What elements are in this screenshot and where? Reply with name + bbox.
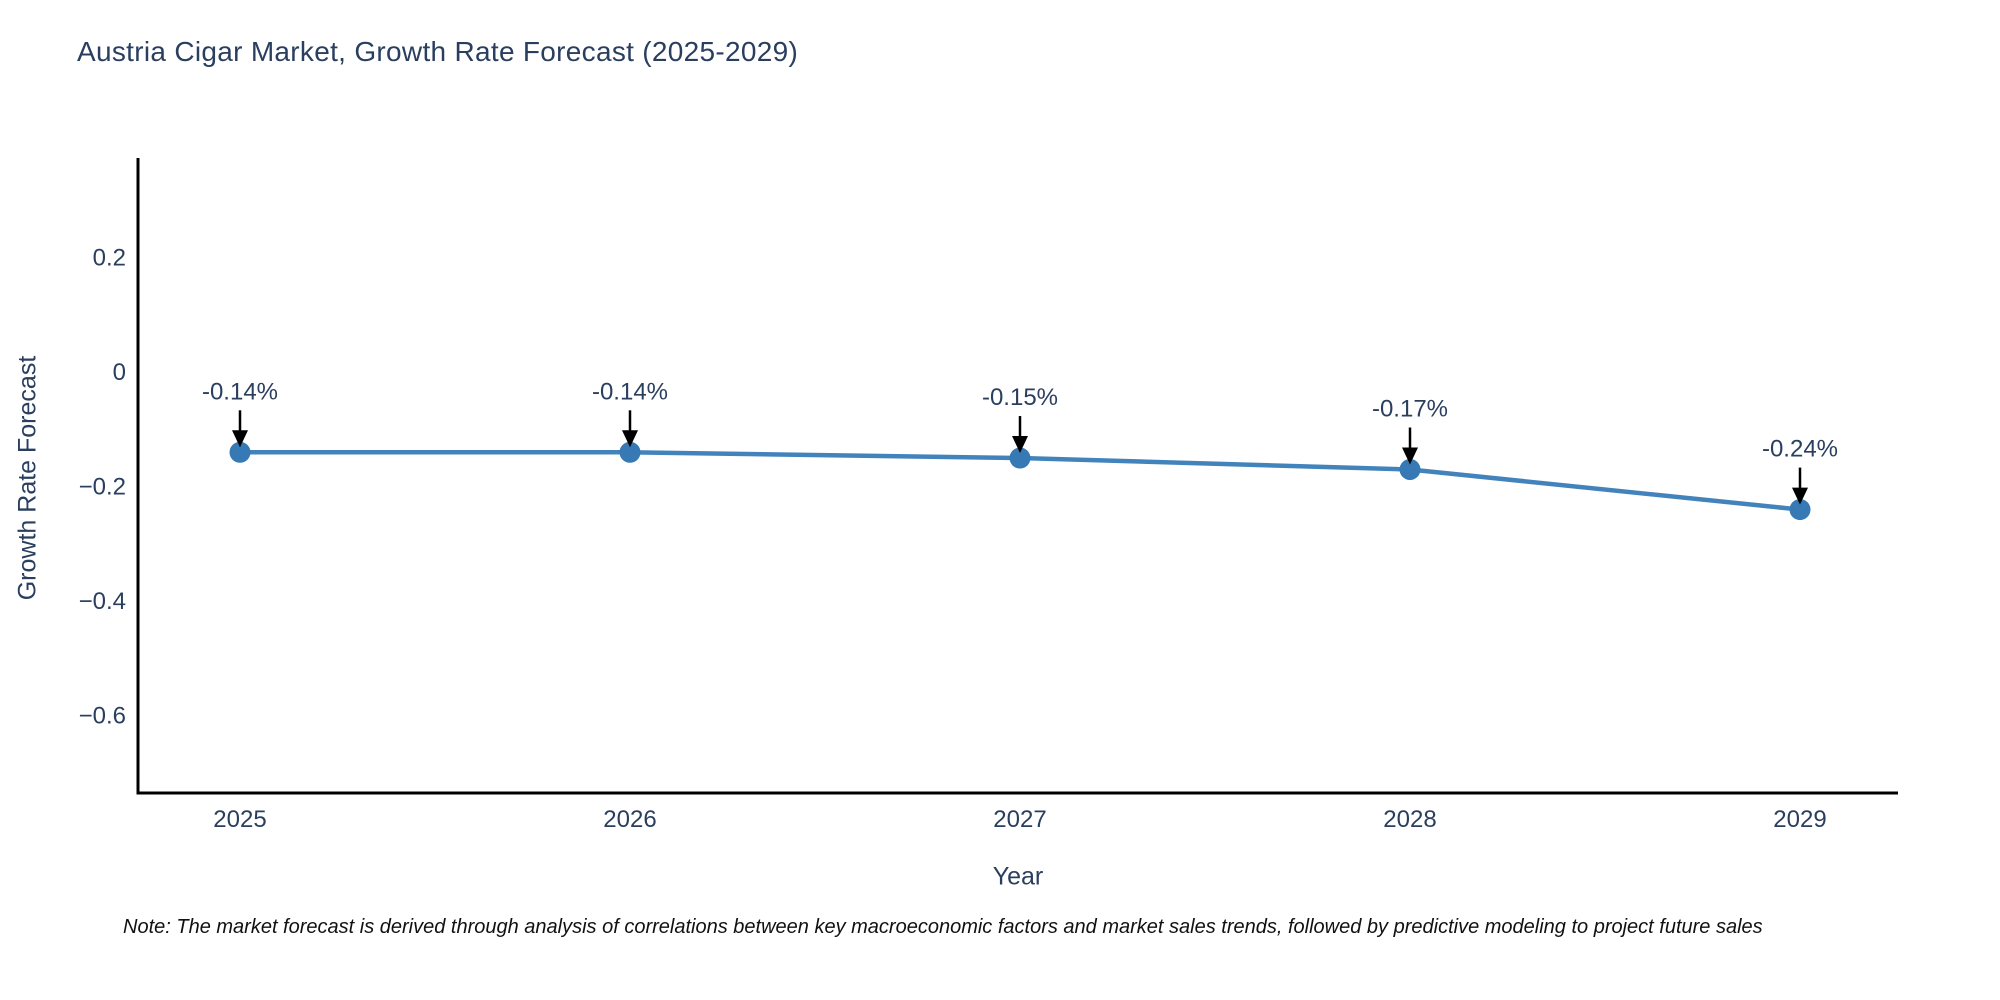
point-annotation: -0.14% bbox=[592, 378, 668, 405]
y-tick-label: −0.6 bbox=[79, 703, 126, 730]
data-point bbox=[229, 441, 251, 463]
y-tick-label: 0 bbox=[113, 359, 126, 386]
annotation-arrowhead bbox=[1012, 436, 1028, 454]
x-tick-label: 2029 bbox=[1773, 806, 1826, 833]
footnote: Note: The market forecast is derived thr… bbox=[123, 916, 1763, 938]
x-tick-label: 2025 bbox=[213, 806, 266, 833]
x-tick-label: 2028 bbox=[1383, 806, 1436, 833]
annotation-arrowhead bbox=[232, 430, 248, 448]
data-point bbox=[1399, 458, 1421, 480]
y-tick-label: −0.4 bbox=[79, 588, 126, 615]
point-annotation: -0.24% bbox=[1762, 436, 1838, 463]
annotation-arrowhead bbox=[1792, 487, 1808, 505]
x-axis-title: Year bbox=[992, 862, 1044, 891]
x-tick-label: 2027 bbox=[993, 806, 1046, 833]
x-tick-label: 2026 bbox=[603, 806, 656, 833]
y-tick-label: −0.2 bbox=[79, 474, 126, 501]
data-point bbox=[619, 441, 641, 463]
point-annotation: -0.15% bbox=[982, 384, 1058, 411]
point-annotation: -0.17% bbox=[1372, 395, 1448, 422]
data-point bbox=[1789, 499, 1811, 521]
point-annotation: -0.14% bbox=[202, 378, 278, 405]
annotation-arrowhead bbox=[622, 430, 638, 448]
y-tick-label: 0.2 bbox=[93, 245, 126, 272]
data-point bbox=[1009, 447, 1031, 469]
chart-title: Austria Cigar Market, Growth Rate Foreca… bbox=[77, 36, 799, 67]
y-axis-title: Growth Rate Forecast bbox=[13, 355, 42, 601]
axis-spines bbox=[136, 158, 1898, 795]
annotation-arrowhead bbox=[1402, 447, 1418, 465]
